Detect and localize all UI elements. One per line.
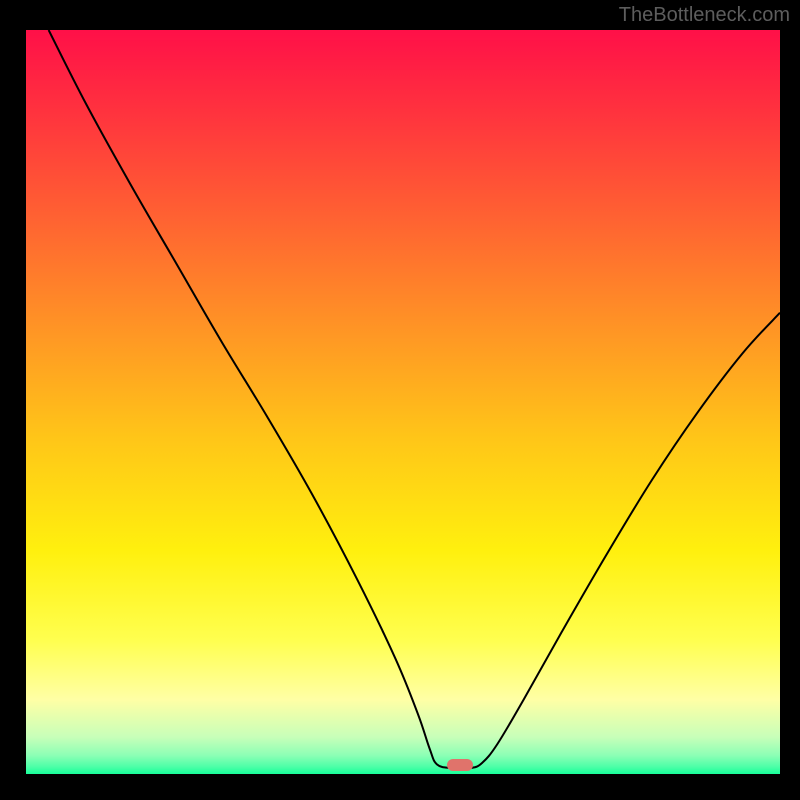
plot-area	[26, 30, 780, 774]
watermark-text: TheBottleneck.com	[619, 4, 790, 27]
chart-frame	[26, 30, 780, 774]
optimal-point-marker	[447, 759, 473, 771]
bottleneck-curve	[26, 30, 780, 774]
